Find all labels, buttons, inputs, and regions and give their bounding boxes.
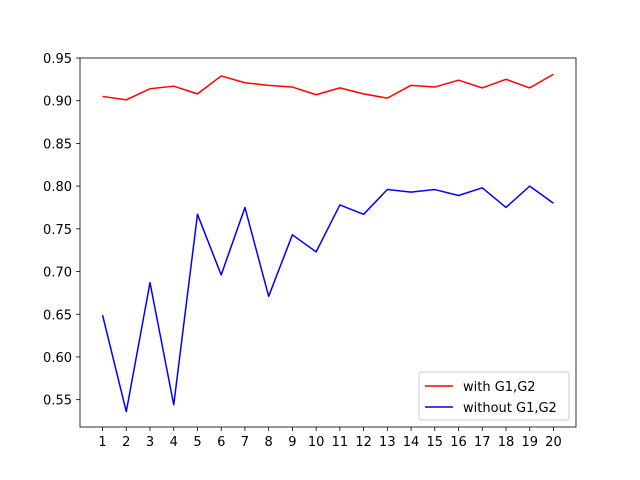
y-tick-label: 0.85 <box>43 137 72 152</box>
series-line-2 <box>101 185 554 413</box>
y-tick-label: 0.80 <box>43 180 72 195</box>
legend: with G1,G2 without G1,G2 <box>418 371 570 421</box>
legend-label-2: without G1,G2 <box>463 401 557 416</box>
x-tick-label: 7 <box>241 435 249 450</box>
y-tick-label: 0.55 <box>43 394 72 409</box>
y-tick-label: 0.70 <box>43 266 72 281</box>
legend-box <box>418 371 570 421</box>
x-tick-label: 1 <box>98 435 106 450</box>
x-tick-label: 13 <box>379 435 396 450</box>
axes-layer: 1 2 3 4 5 6 7 8 9 10 11 12 13 14 15 16 17 18 19 200.550.600… <box>43 52 577 450</box>
x-tick-label: 16 <box>450 435 467 450</box>
legend-label-1: with G1,G2 <box>463 380 536 395</box>
y-tick-label: 0.65 <box>43 308 72 323</box>
x-tick-label: 14 <box>403 435 420 450</box>
x-tick-label: 15 <box>427 435 444 450</box>
x-tick-label: 12 <box>355 435 372 450</box>
y-tick-label: 0.75 <box>43 223 72 238</box>
x-tick-label: 18 <box>498 435 515 450</box>
plot-frame <box>79 57 577 428</box>
y-tick-label: 0.60 <box>43 351 72 366</box>
x-tick-label: 17 <box>474 435 491 450</box>
x-tick-label: 11 <box>332 435 349 450</box>
x-tick-label: 6 <box>217 435 225 450</box>
x-tick-label: 3 <box>146 435 154 450</box>
series-layer <box>101 73 554 413</box>
x-tick-label: 4 <box>170 435 178 450</box>
x-tick-label: 2 <box>122 435 130 450</box>
y-tick-label: 0.90 <box>43 95 72 110</box>
x-tick-label: 10 <box>308 435 325 450</box>
x-tick-label: 8 <box>265 435 273 450</box>
x-tick-label: 20 <box>545 435 562 450</box>
y-tick-label: 0.95 <box>43 52 72 67</box>
x-tick-label: 19 <box>521 435 538 450</box>
series-line-1 <box>102 73 554 101</box>
x-tick-label: 5 <box>193 435 201 450</box>
x-tick-label: 9 <box>288 435 296 450</box>
